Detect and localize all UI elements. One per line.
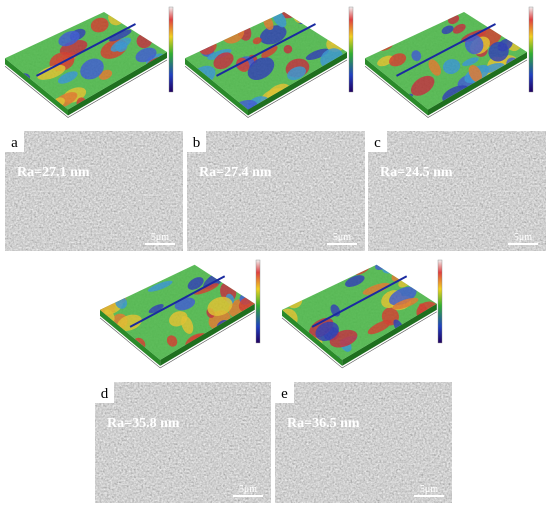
scale-bar-label: 5μm xyxy=(514,232,532,243)
scale-bar-label: 5μm xyxy=(239,484,257,495)
afm-blob xyxy=(129,0,147,12)
afm-map xyxy=(185,0,347,129)
profile-line xyxy=(216,23,316,77)
afm-texture xyxy=(185,12,347,110)
afm-blob xyxy=(216,264,235,275)
panel-label: b xyxy=(193,135,201,151)
color-bar xyxy=(168,6,174,93)
afm-map xyxy=(5,0,167,110)
afm-side xyxy=(68,52,167,116)
roughness-label: Ra=27.4 nm xyxy=(199,165,272,180)
afm-blob xyxy=(114,91,126,101)
afm-side xyxy=(282,309,343,366)
panel-label: e xyxy=(281,386,288,402)
color-bar xyxy=(255,259,261,344)
profile-line xyxy=(129,275,226,328)
roughness-label: Ra=35.8 nm xyxy=(107,416,180,431)
afm-blob xyxy=(25,100,52,110)
afm-texture xyxy=(282,264,437,360)
afm-map xyxy=(282,264,437,360)
afm-blob xyxy=(488,0,502,3)
afm-blob xyxy=(133,16,156,31)
afm-blob xyxy=(226,114,247,129)
afm-blob xyxy=(288,0,311,15)
afm-axis xyxy=(184,59,348,118)
afm-axis xyxy=(99,311,255,369)
afm-side xyxy=(248,52,347,116)
color-bar xyxy=(528,6,534,93)
afm-blob xyxy=(399,265,420,276)
afm-texture xyxy=(100,264,255,360)
afm-blob xyxy=(115,86,126,105)
afm-texture xyxy=(5,12,167,110)
afm-axis xyxy=(364,59,528,118)
afm-blob xyxy=(508,18,520,31)
afm-surface xyxy=(364,0,534,118)
panel-label: c xyxy=(374,135,381,151)
panel-label: d xyxy=(101,386,109,402)
color-bar xyxy=(348,6,354,93)
afm-blob xyxy=(130,0,158,10)
afm-axis xyxy=(4,59,168,118)
scale-bar-label: 5μm xyxy=(420,484,438,495)
panel-label: a xyxy=(11,135,18,151)
afm-surface xyxy=(281,259,443,369)
sem-image xyxy=(368,131,546,251)
afm-blob xyxy=(299,0,325,11)
afm-blob xyxy=(8,78,18,86)
afm-texture xyxy=(365,12,527,110)
afm-surface xyxy=(184,0,354,129)
afm-blob xyxy=(498,12,522,29)
roughness-label: Ra=24.5 nm xyxy=(380,165,453,180)
sem-image xyxy=(5,131,183,251)
afm-blob xyxy=(364,356,378,360)
label-box xyxy=(95,382,114,403)
afm-side xyxy=(185,58,248,116)
afm-blob xyxy=(503,0,516,6)
sem-panel: e Ra=36.5 nm 5μm xyxy=(275,382,452,503)
label-box xyxy=(275,382,294,403)
afm-blob xyxy=(392,264,410,270)
afm-side xyxy=(428,52,527,116)
afm-side xyxy=(5,58,68,116)
scale-bar-label: 5μm xyxy=(151,232,169,243)
afm-map xyxy=(365,0,527,110)
afm-blob xyxy=(226,254,237,266)
label-box xyxy=(368,131,387,152)
roughness-label: Ra=36.5 nm xyxy=(287,416,360,431)
sem-image xyxy=(187,131,365,251)
roughness-label: Ra=27.1 nm xyxy=(17,165,90,180)
afm-blob xyxy=(152,271,163,280)
afm-blob xyxy=(115,346,125,359)
afm-side xyxy=(342,303,437,366)
scale-bar-label: 5μm xyxy=(333,232,351,243)
label-box xyxy=(5,131,24,152)
profile-line xyxy=(311,275,408,328)
afm-side xyxy=(365,58,428,116)
afm-surface xyxy=(99,254,261,369)
afm-side xyxy=(160,303,255,366)
sem-image xyxy=(95,382,271,503)
label-box xyxy=(187,131,206,152)
sem-panel: a Ra=27.1 nm 5μm xyxy=(5,131,183,251)
profile-line xyxy=(36,23,136,77)
afm-surface xyxy=(4,0,174,118)
color-bar xyxy=(437,259,443,344)
sem-panel: c Ra=24.5 nm 5μm xyxy=(368,131,546,251)
sem-panel: b Ra=27.4 nm 5μm xyxy=(187,131,365,251)
afm-blob xyxy=(297,358,324,360)
profile-line xyxy=(396,23,496,77)
sem-panel: d Ra=35.8 nm 5μm xyxy=(95,382,271,503)
afm-blob xyxy=(410,326,436,340)
sem-image xyxy=(275,382,452,503)
afm-axis xyxy=(281,311,437,369)
afm-side xyxy=(100,309,161,366)
